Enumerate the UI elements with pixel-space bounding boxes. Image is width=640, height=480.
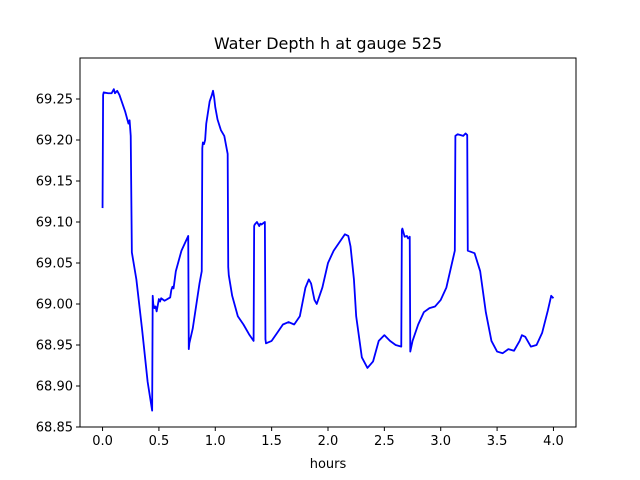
- y-tick-label: 69.05: [36, 257, 73, 272]
- x-axis: 0.0 0.5 1.0 1.5 2.0 2.5 3.0 3.5 4.0: [92, 427, 564, 449]
- series-line-water-depth: [101, 88, 555, 412]
- y-axis: 68.85 68.90 68.95 69.00 69.05 69.10 69.15 69.20…: [36, 93, 80, 436]
- y-tick-label: 69.25: [36, 93, 73, 108]
- y-tick-label: 69.00: [36, 298, 73, 313]
- y-tick-label: 69.10: [36, 216, 73, 231]
- plot-frame: [79, 57, 577, 428]
- x-tick-label: 2.5: [374, 434, 395, 449]
- y-tick-label: 69.15: [36, 175, 73, 190]
- x-tick-label: 3.0: [430, 434, 451, 449]
- x-tick-label: 1.5: [261, 434, 282, 449]
- x-axis-label: hours: [310, 457, 347, 472]
- x-tick-label: 1.0: [205, 434, 226, 449]
- x-tick-label: 0.5: [149, 434, 170, 449]
- x-tick-label: 3.5: [487, 434, 508, 449]
- y-tick-label: 68.95: [36, 339, 73, 354]
- y-tick-label: 69.20: [36, 134, 73, 149]
- chart-title: Water Depth h at gauge 525: [214, 34, 442, 53]
- y-tick-label: 68.90: [36, 380, 73, 395]
- y-tick-label: 68.85: [36, 421, 73, 436]
- x-tick-label: 0.0: [92, 434, 113, 449]
- x-tick-label: 2.0: [318, 434, 339, 449]
- x-tick-label: 4.0: [543, 434, 564, 449]
